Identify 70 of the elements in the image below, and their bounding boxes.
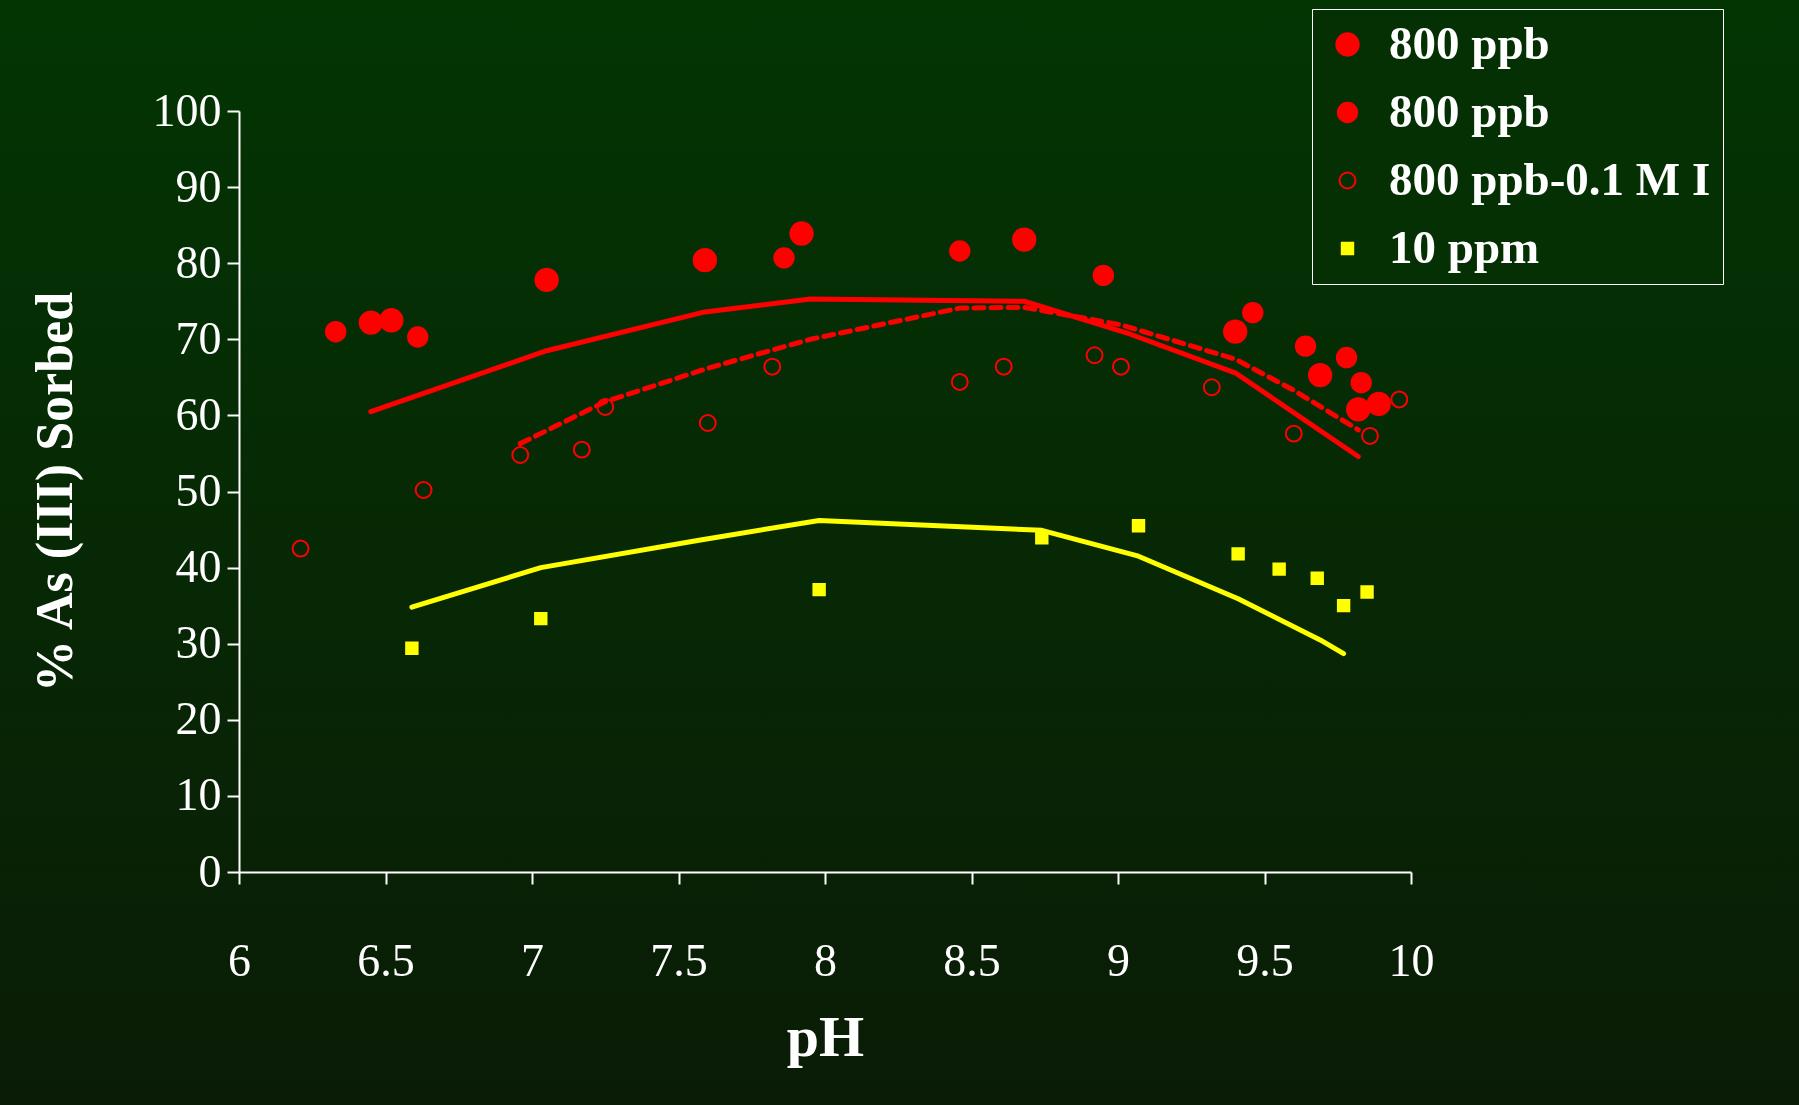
point	[1092, 264, 1115, 287]
point	[1346, 397, 1371, 422]
y-tick-label: 0	[198, 845, 222, 897]
y-tick-label: 20	[175, 693, 222, 745]
y-tick-label: 40	[175, 541, 222, 593]
x-tick-label: 8	[814, 934, 837, 986]
legend-label: 800 ppb	[1389, 84, 1550, 137]
x-tick-label: 9.5	[1236, 934, 1294, 986]
point	[1335, 346, 1358, 369]
point	[596, 398, 615, 416]
legend-label: 10 ppm	[1389, 220, 1540, 273]
point	[773, 247, 795, 269]
x-tick-label: 7.5	[650, 934, 708, 986]
point	[1035, 531, 1049, 545]
point	[358, 310, 384, 335]
point	[812, 582, 826, 597]
point	[1272, 562, 1286, 576]
point	[950, 372, 969, 391]
y-tick-label: 100	[152, 84, 222, 136]
x-tick-label: 7	[521, 934, 544, 986]
point	[291, 539, 310, 558]
x-tick-label: 6.5	[357, 934, 415, 986]
y-tick-label: 70	[175, 312, 222, 364]
point	[994, 357, 1013, 376]
point	[1231, 547, 1245, 561]
point	[534, 267, 559, 293]
y-tick-label: 10	[175, 769, 222, 821]
point	[1085, 346, 1104, 365]
point	[1360, 585, 1374, 599]
point	[1307, 362, 1333, 388]
point	[1336, 598, 1351, 613]
point	[572, 440, 591, 459]
y-tick-label: 90	[175, 160, 222, 212]
point	[949, 240, 971, 262]
x-tick-label: 8.5	[943, 934, 1001, 986]
point	[407, 326, 429, 348]
y-axis-title: % As (III) Sorbed	[25, 291, 84, 693]
point	[324, 321, 347, 343]
x-tick-label: 10	[1388, 934, 1435, 986]
point	[1361, 427, 1379, 445]
point	[1390, 390, 1409, 409]
y-tick-label: 50	[175, 465, 222, 516]
x-axis-title: pH	[786, 1003, 865, 1069]
legend-label: 800 ppb-0.1 M I	[1389, 152, 1711, 205]
point	[1131, 519, 1146, 533]
point	[1242, 301, 1264, 324]
y-tick-label: 60	[175, 388, 222, 440]
point	[763, 357, 782, 376]
point	[1012, 227, 1037, 252]
point	[1284, 424, 1303, 443]
point	[414, 481, 433, 499]
y-tick-label: 30	[175, 617, 222, 669]
point	[511, 446, 530, 464]
point	[692, 248, 718, 273]
point	[789, 221, 814, 246]
point	[698, 414, 717, 432]
point	[1366, 391, 1391, 417]
point	[405, 641, 419, 655]
x-tick-label: 9	[1107, 934, 1130, 986]
point	[534, 611, 548, 626]
point	[1111, 357, 1130, 376]
legend-label: 800 ppb	[1389, 16, 1550, 69]
point	[1350, 371, 1372, 394]
point	[1294, 335, 1317, 357]
point	[379, 308, 404, 333]
y-tick-label: 80	[175, 236, 222, 288]
point	[1202, 378, 1221, 397]
x-tick-label: 6	[228, 934, 251, 986]
point	[1310, 571, 1324, 585]
point	[1223, 319, 1248, 344]
